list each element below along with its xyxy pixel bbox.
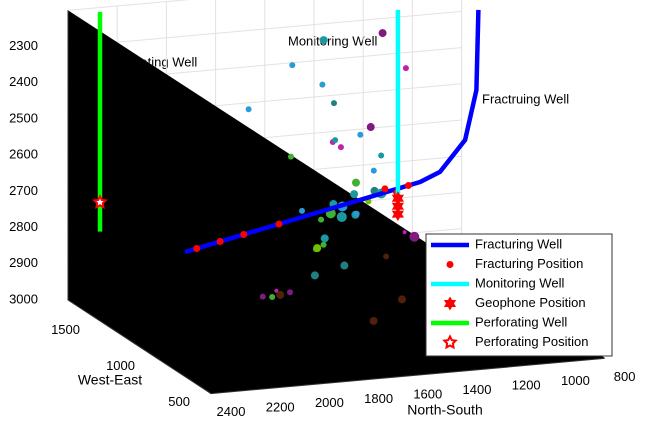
legend-label: Monitoring Well bbox=[475, 275, 564, 290]
marker bbox=[216, 237, 224, 245]
legend-label: Fracturing Position bbox=[475, 256, 583, 271]
legend-label: Fracturing Well bbox=[475, 236, 562, 251]
marker bbox=[391, 207, 404, 222]
event-point bbox=[259, 293, 266, 300]
event-point bbox=[366, 123, 375, 132]
y-axis-label: West-East bbox=[78, 372, 142, 388]
x-tick-label: 1000 bbox=[561, 373, 590, 388]
event-point bbox=[274, 288, 279, 293]
z-tick-label: 2800 bbox=[9, 219, 38, 234]
event-point bbox=[398, 295, 406, 304]
annotation: Monitoring Well bbox=[288, 33, 377, 48]
y-tick-label: 1000 bbox=[106, 358, 135, 373]
event-point bbox=[276, 290, 285, 299]
event-point bbox=[289, 62, 296, 69]
event-point bbox=[313, 244, 322, 253]
z-tick-label: 3000 bbox=[9, 291, 38, 306]
legend-box bbox=[425, 233, 613, 357]
z-tick-label: 2300 bbox=[9, 38, 38, 53]
annotation: Fractruing Well bbox=[482, 91, 569, 106]
event-point bbox=[332, 137, 339, 144]
z-tick-label: 2400 bbox=[9, 74, 38, 89]
event-point bbox=[378, 29, 387, 38]
x-tick-label: 800 bbox=[614, 369, 636, 384]
x-tick-label: 2000 bbox=[315, 395, 344, 410]
event-point bbox=[350, 190, 359, 199]
legend-label: Perforating Well bbox=[475, 314, 567, 329]
event-point bbox=[320, 234, 329, 243]
event-point bbox=[288, 153, 294, 160]
legend-label: Geophone Position bbox=[475, 295, 586, 310]
marker bbox=[391, 199, 404, 214]
x-tick-label: 1600 bbox=[413, 386, 442, 401]
event-point bbox=[320, 241, 327, 248]
event-point bbox=[319, 81, 326, 88]
event-point bbox=[370, 167, 377, 174]
event-point bbox=[351, 178, 360, 187]
event-point bbox=[337, 144, 344, 151]
event-point bbox=[287, 289, 293, 296]
legend: Fracturing Well Fracturing Position Monito… bbox=[425, 233, 613, 357]
legend-label: Perforating Position bbox=[475, 334, 588, 349]
x-axis-label: North-South bbox=[407, 402, 482, 418]
x-tick-label: 1800 bbox=[364, 391, 393, 406]
z-tick-label: 2900 bbox=[9, 255, 38, 270]
event-point bbox=[357, 131, 364, 138]
event-point bbox=[353, 210, 360, 217]
event-point bbox=[318, 216, 325, 223]
x-tick-label: 1200 bbox=[512, 378, 541, 393]
event-point bbox=[245, 106, 252, 113]
event-point bbox=[319, 36, 328, 45]
marker bbox=[391, 191, 404, 206]
marker bbox=[92, 194, 108, 210]
x-tick-label: 2400 bbox=[217, 404, 246, 419]
event-point bbox=[340, 261, 349, 270]
marker bbox=[443, 296, 457, 311]
marker bbox=[240, 230, 248, 238]
x-tick-label: 1400 bbox=[463, 382, 492, 397]
y-tick-label: 500 bbox=[168, 394, 190, 409]
marker bbox=[193, 245, 201, 253]
event-point bbox=[336, 211, 347, 222]
z-tick-label: 2500 bbox=[9, 110, 38, 125]
event-point bbox=[269, 294, 276, 300]
z-tick-label: 2600 bbox=[9, 147, 38, 162]
z-tick-label: 2700 bbox=[9, 183, 38, 198]
event-point bbox=[402, 65, 409, 72]
event-point bbox=[310, 271, 319, 280]
event-point bbox=[369, 316, 378, 325]
marker bbox=[404, 182, 412, 190]
marker bbox=[446, 261, 454, 268]
y-tick-label: 1500 bbox=[51, 322, 80, 337]
event-point bbox=[409, 231, 420, 242]
event-point bbox=[402, 230, 407, 235]
event-point bbox=[330, 100, 337, 107]
marker bbox=[275, 220, 283, 228]
event-point bbox=[378, 152, 385, 159]
marker bbox=[381, 185, 389, 193]
x-tick-label: 2200 bbox=[266, 400, 295, 415]
marker bbox=[442, 334, 458, 350]
well-line bbox=[184, 9, 481, 255]
event-point bbox=[299, 207, 305, 214]
event-point bbox=[383, 253, 390, 260]
